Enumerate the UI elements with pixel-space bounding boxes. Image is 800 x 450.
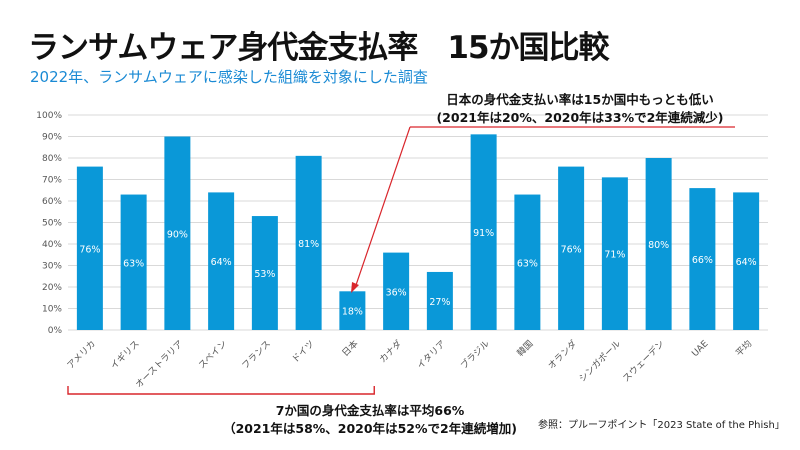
group-annotation-line2: （2021年は58%、2020年は52%で2年連続増加) (223, 421, 517, 436)
y-tick-label: 70% (42, 176, 62, 186)
x-tick-label: 韓国 (515, 338, 536, 359)
x-tick-label: イタリア (415, 338, 448, 371)
y-tick-label: 80% (42, 154, 62, 164)
x-tick-label: スペイン (197, 339, 229, 371)
y-tick-label: 20% (42, 283, 62, 293)
data-label: 64% (211, 257, 232, 268)
y-tick-label: 40% (42, 240, 62, 250)
data-label: 76% (79, 244, 100, 255)
y-tick-label: 60% (42, 197, 62, 207)
data-label: 66% (692, 255, 713, 266)
bar (689, 188, 716, 330)
x-tick-label: 日本 (339, 338, 360, 359)
data-label: 90% (167, 229, 188, 240)
data-label: 71% (604, 250, 625, 261)
x-tick-label: ドイツ (291, 339, 317, 365)
japan-annotation-line2: (2021年は20%、2020年は33%で2年連続減少) (436, 110, 724, 125)
data-label: 91% (473, 228, 494, 239)
y-tick-label: 0% (48, 326, 63, 336)
bar (295, 155, 322, 330)
bar (558, 166, 585, 330)
source-note: 参照：プルーフポイント「2023 State of the Phish」 (538, 420, 785, 431)
japan-annotation-line1: 日本の身代金支払い率は15か国中もっとも低い (446, 92, 714, 107)
bar (601, 177, 628, 330)
page-title: ランサムウェア身代金支払率 15か国比較 (28, 30, 610, 66)
bar (645, 158, 672, 330)
group-annotation: 7か国の身代金支払率は平均66% （2021年は58%、2020年は52%で2年… (150, 402, 590, 438)
group-bracket (67, 386, 375, 395)
bar (733, 192, 760, 330)
bar (208, 192, 235, 330)
data-label: 53% (254, 269, 275, 280)
bar (426, 271, 453, 330)
bar (164, 136, 191, 330)
annotation-arrow-line (354, 126, 411, 289)
bar (470, 134, 497, 330)
arrow-head-icon (351, 282, 359, 293)
x-tick-label: スウェーデン (620, 338, 667, 385)
bar (120, 194, 147, 330)
x-tick-label: 平均 (733, 338, 754, 359)
y-tick-label: 50% (42, 219, 62, 229)
data-label: 36% (386, 287, 407, 298)
bar (514, 194, 541, 330)
x-tick-label: イギリス (109, 338, 142, 371)
japan-annotation: 日本の身代金支払い率は15か国中もっとも低い (2021年は20%、2020年は… (405, 91, 755, 127)
bar (383, 252, 410, 330)
data-label: 81% (298, 239, 319, 250)
data-label: 63% (517, 258, 538, 269)
page-subtitle: 2022年、ランサムウェアに感染した組織を対象にした調査 (30, 68, 428, 86)
bar (76, 166, 103, 330)
data-label: 64% (736, 257, 757, 268)
x-tick-label: オランダ (545, 338, 579, 372)
bar (251, 216, 278, 330)
data-label: 27% (429, 297, 450, 308)
x-tick-label: シンガポール (577, 338, 623, 384)
x-tick-label: カナダ (377, 338, 405, 366)
x-tick-label: UAE (690, 339, 710, 359)
data-label: 18% (342, 307, 363, 318)
bar (339, 291, 366, 330)
y-tick-label: 90% (42, 133, 62, 143)
data-label: 76% (561, 244, 582, 255)
x-tick-label: アメリカ (65, 338, 98, 371)
data-label: 63% (123, 258, 144, 269)
group-annotation-line1: 7か国の身代金支払率は平均66% (275, 403, 465, 418)
y-tick-label: 30% (42, 262, 62, 272)
x-tick-label: フランス (240, 338, 273, 371)
x-tick-label: ブラジル (458, 338, 492, 372)
y-tick-label: 10% (42, 305, 62, 315)
y-tick-label: 100% (36, 111, 62, 121)
data-label: 80% (648, 240, 669, 251)
